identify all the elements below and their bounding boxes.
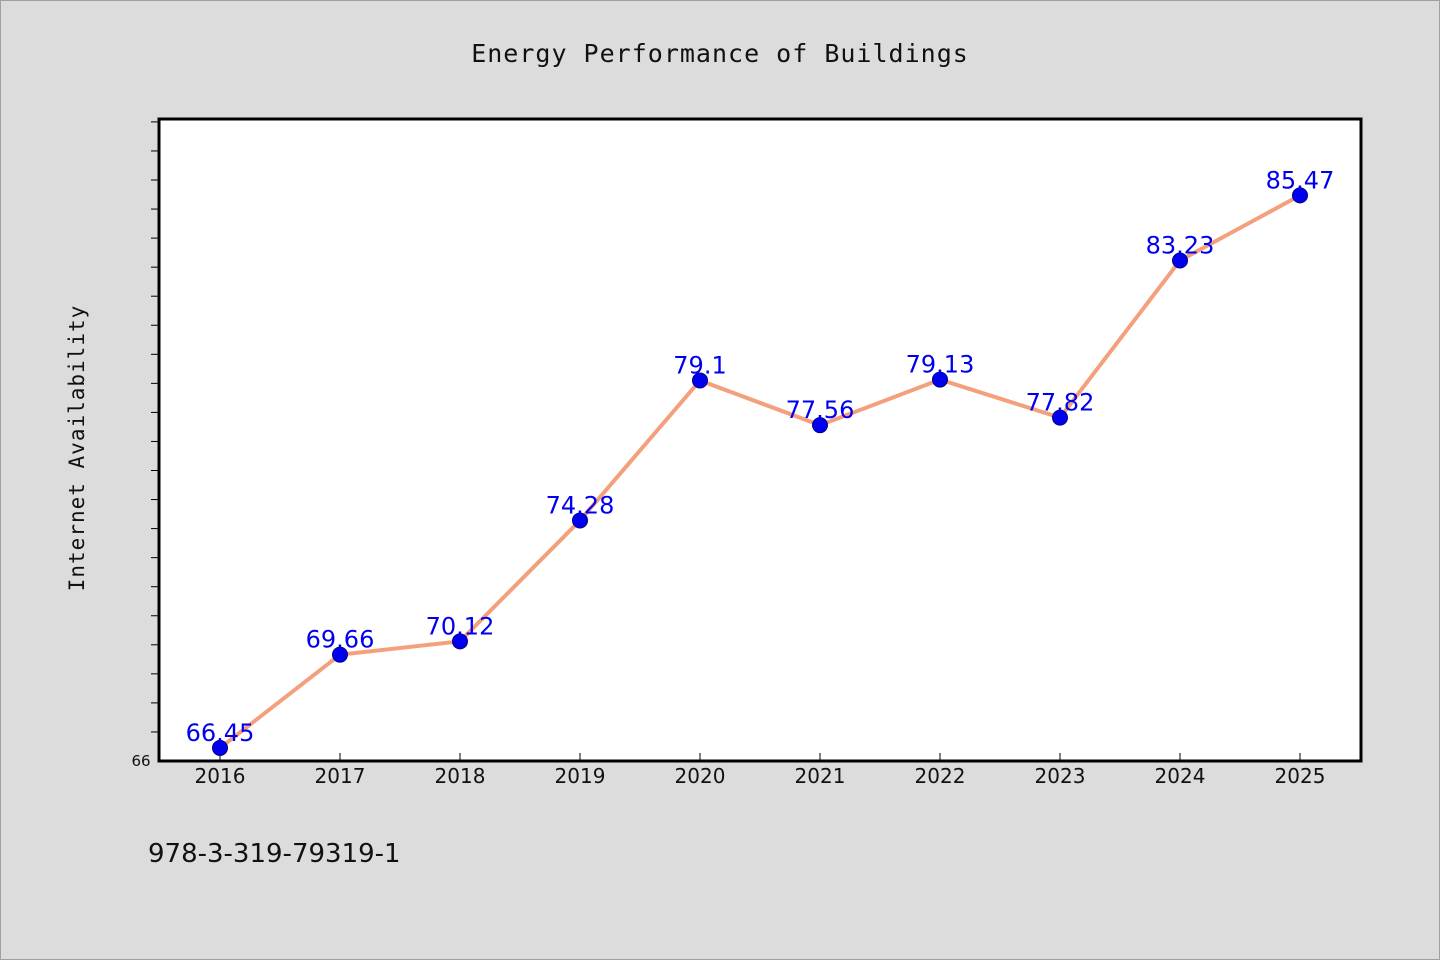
data-label: 85.47 xyxy=(1266,166,1335,194)
y-tick-label: 66 xyxy=(131,752,150,770)
x-tick-label: 2022 xyxy=(915,764,966,788)
plot-area xyxy=(157,117,1363,763)
data-label: 79.1 xyxy=(673,351,726,379)
data-markers xyxy=(212,187,1308,756)
data-label: 70.12 xyxy=(426,612,495,640)
data-point-marker xyxy=(1292,187,1308,204)
x-tick-label: 2023 xyxy=(1035,764,1086,788)
data-label: 69.66 xyxy=(306,626,375,654)
data-labels: 66.45 69.66 70.12 74.28 79.1 77.56 79.13 77.82 8… xyxy=(186,166,1335,747)
data-label: 66.45 xyxy=(186,719,255,747)
data-point-marker xyxy=(1052,409,1068,426)
data-point-marker xyxy=(332,646,348,663)
x-tick-label: 2017 xyxy=(315,764,366,788)
x-tick-label: 2016 xyxy=(195,764,246,788)
series-line xyxy=(218,193,1301,750)
data-label: 79.13 xyxy=(906,351,975,379)
data-label: 77.82 xyxy=(1026,389,1095,417)
data-label: 83.23 xyxy=(1146,231,1215,259)
data-point-marker xyxy=(452,633,468,650)
x-tick-label: 2024 xyxy=(1155,764,1206,788)
footer-isbn: 978-3-319-79319-1 xyxy=(148,839,401,869)
x-tick-label: 2019 xyxy=(555,764,606,788)
x-tick-label: 2018 xyxy=(435,764,486,788)
y-axis-ticks: 66 xyxy=(131,121,159,770)
data-label: 74.28 xyxy=(546,491,615,519)
data-point-marker xyxy=(572,512,588,529)
data-point-marker xyxy=(692,372,708,389)
x-axis-ticks: 2016 2017 2018 2019 2020 2021 2022 2023 2024 2025 xyxy=(195,753,1326,788)
data-label: 77.56 xyxy=(786,396,855,424)
data-point-marker xyxy=(812,417,828,434)
x-tick-label: 2020 xyxy=(675,764,726,788)
x-tick-label: 2025 xyxy=(1275,764,1326,788)
chart-title: Energy Performance of Buildings xyxy=(471,39,969,68)
data-point-marker xyxy=(932,371,948,388)
data-point-marker xyxy=(212,739,228,756)
y-axis-label: Internet Availability xyxy=(65,305,89,592)
data-point-marker xyxy=(1172,252,1188,269)
x-tick-label: 2021 xyxy=(795,764,846,788)
